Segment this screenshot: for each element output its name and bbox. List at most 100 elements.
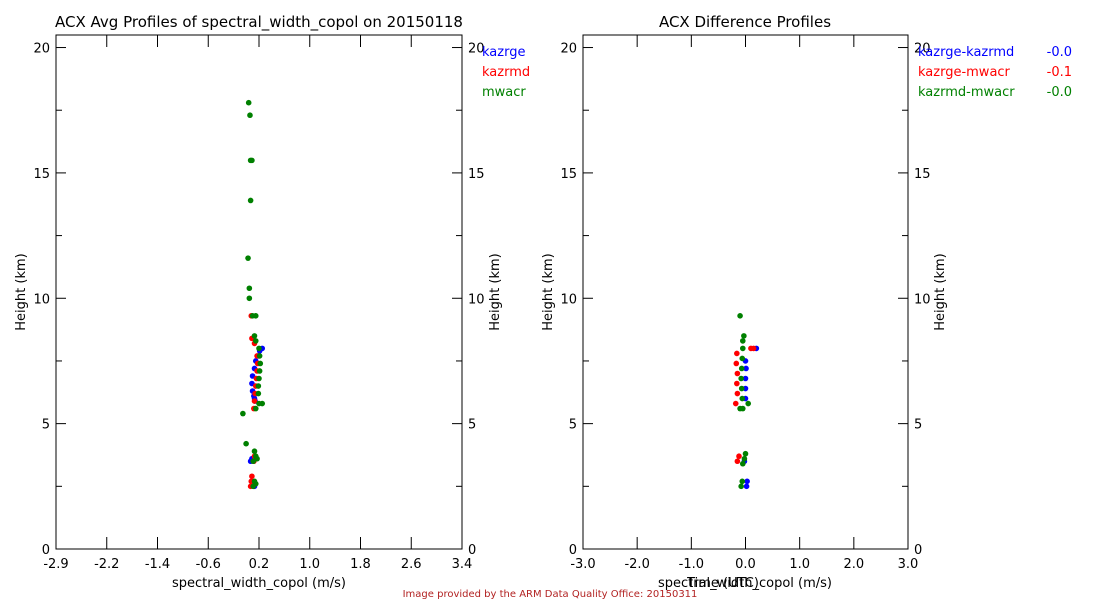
y-tick-label-right: 5 — [468, 418, 476, 433]
y-tick-label-left: 0 — [42, 543, 50, 558]
legend-entry-kazrge: kazrge — [482, 45, 525, 60]
data-point-mwacr — [252, 481, 259, 487]
data-point-kazrge-mwacr — [734, 390, 741, 397]
legend-entry-mwacr: mwacr — [482, 85, 526, 100]
legend-entry-kazrge-kazrmd: kazrge-kazrmd — [918, 45, 1014, 60]
y-tick-label-left: 15 — [33, 167, 50, 182]
legend-entry-kazrmd-mwacr: kazrmd-mwacr — [918, 85, 1015, 100]
y-tick-label-left: 20 — [33, 42, 50, 57]
legend-mean-kazrge-mwacr: -0.1 — [1047, 65, 1072, 80]
data-point-mwacr — [257, 360, 264, 367]
data-point-kazrmd-mwacr — [739, 345, 746, 352]
legend-mean-kazrge-kazrmd: -0.0 — [1047, 45, 1072, 60]
data-point-kazrmd-mwacr — [737, 313, 743, 319]
data-point-kazrge-mwacr — [733, 360, 740, 367]
data-point-kazrmd-mwacr — [745, 400, 752, 407]
y-tick-label-right: 10 — [468, 292, 485, 307]
x-tick-label: -2.2 — [94, 557, 119, 572]
data-point-kazrge-mwacr — [734, 370, 741, 377]
x-tick-label: 3.4 — [452, 557, 473, 572]
right-data-points — [732, 313, 760, 490]
data-point-mwacr — [246, 295, 253, 302]
data-point-kazrmd — [251, 398, 258, 404]
right-y-axis-label-right: Height (km) — [933, 253, 948, 330]
data-point-kazrmd-mwacr — [738, 365, 745, 372]
right-y-axis-label: Height (km) — [541, 253, 556, 330]
x-tick-label: -1.0 — [679, 557, 704, 572]
y-tick-label-right: 20 — [914, 42, 931, 57]
data-point-mwacr — [251, 448, 258, 455]
data-point-mwacr — [243, 440, 249, 447]
data-point-mwacr — [259, 400, 266, 407]
x-tick-label: 0.0 — [735, 557, 756, 572]
y-tick-label-left: 5 — [42, 418, 50, 433]
x-tick-label: 2.6 — [401, 557, 422, 572]
left-x-ticks: -2.9 -2.2 -1.4 -0.6 0.2 1.0 1.8 2.6 3.4 — [43, 35, 472, 572]
data-point-kazrge-kazrmd — [744, 478, 750, 485]
data-point-kazrge-mwacr — [732, 400, 739, 407]
right-legend: kazrge-kazrmd -0.0 kazrge-mwacr -0.1 kazrmd-… — [918, 45, 1072, 100]
data-point-mwacr — [251, 333, 258, 339]
left-data-points — [240, 99, 266, 490]
x-tick-label: -2.9 — [43, 557, 68, 572]
y-tick-label-right: 0 — [468, 543, 476, 558]
data-point-mwacr — [255, 383, 262, 389]
data-point-kazrge-kazrmd — [743, 365, 749, 372]
y-tick-label-right: 0 — [914, 543, 922, 558]
data-point-mwacr — [246, 285, 253, 292]
x-tick-label: 1.0 — [299, 557, 320, 572]
right-y-ticks: 0 0 5 5 10 10 15 15 20 20 — [560, 42, 930, 558]
y-tick-label-right: 5 — [914, 418, 922, 433]
data-point-mwacr — [256, 375, 262, 382]
data-point-kazrmd-mwacr — [739, 460, 746, 467]
y-tick-label-right: 15 — [468, 167, 485, 182]
x-tick-label: 3.0 — [898, 557, 919, 572]
data-point-mwacr — [240, 410, 246, 417]
data-point-kazrmd-mwacr — [739, 338, 746, 344]
data-point-mwacr — [252, 338, 259, 344]
data-point-kazrmd-mwacr — [739, 355, 746, 362]
data-point-kazrmd-mwacr — [741, 333, 747, 339]
data-point-kazrmd-mwacr — [739, 478, 746, 485]
data-point-kazrge-mwacr — [736, 453, 742, 460]
left-y-axis-label-right: Height (km) — [488, 253, 503, 330]
data-point-mwacr — [252, 313, 259, 319]
data-point-mwacr — [245, 255, 251, 261]
data-point-kazrmd-mwacr — [739, 405, 746, 412]
x-tick-label: -3.0 — [570, 557, 595, 572]
left-x-axis-label: spectral_width_copol (m/s) — [172, 576, 346, 591]
x-tick-label: 1.8 — [350, 557, 371, 572]
data-point-kazrmd-mwacr — [741, 455, 748, 462]
data-point-mwacr — [247, 112, 253, 119]
legend-mean-kazrmd-mwacr: -0.0 — [1047, 85, 1072, 100]
data-point-mwacr — [256, 345, 262, 352]
data-point-kazrmd-mwacr — [739, 395, 746, 402]
x-tick-label: 1.0 — [789, 557, 810, 572]
x-tick-label: 0.2 — [249, 557, 270, 572]
x-tick-label: 2.0 — [843, 557, 864, 572]
data-point-kazrge-kazrmd — [743, 483, 750, 490]
data-point-kazrge-mwacr — [750, 345, 757, 352]
y-tick-label-left: 15 — [560, 167, 577, 182]
y-tick-label-right: 10 — [914, 292, 931, 307]
data-point-kazrmd-mwacr — [738, 385, 745, 392]
data-point-kazrge-mwacr — [734, 458, 741, 465]
right-x-ticks: -3.0 -2.0 -1.0 0.0 1.0 2.0 3.0 — [570, 35, 918, 572]
left-y-axis-label: Height (km) — [14, 253, 29, 330]
right-x-axis-label-overlap: Time (UTC) — [686, 576, 759, 591]
x-tick-label: -2.0 — [624, 557, 649, 572]
right-x-axis-label: spectral_width_copol (m/s) — [658, 576, 832, 591]
data-point-mwacr — [254, 455, 260, 462]
data-point-mwacr — [247, 197, 254, 204]
legend-entry-kazrge-mwacr: kazrge-mwacr — [918, 65, 1011, 80]
right-plot-frame — [582, 34, 909, 550]
data-point-kazrmd — [249, 473, 255, 480]
x-tick-label: -1.4 — [145, 557, 170, 572]
left-plot-frame — [55, 34, 463, 550]
data-point-kazrmd-mwacr — [742, 450, 749, 457]
y-tick-label-right: 15 — [914, 167, 931, 182]
data-point-mwacr — [256, 368, 263, 374]
x-tick-label: -0.6 — [196, 557, 221, 572]
y-tick-label-left: 10 — [33, 292, 50, 307]
